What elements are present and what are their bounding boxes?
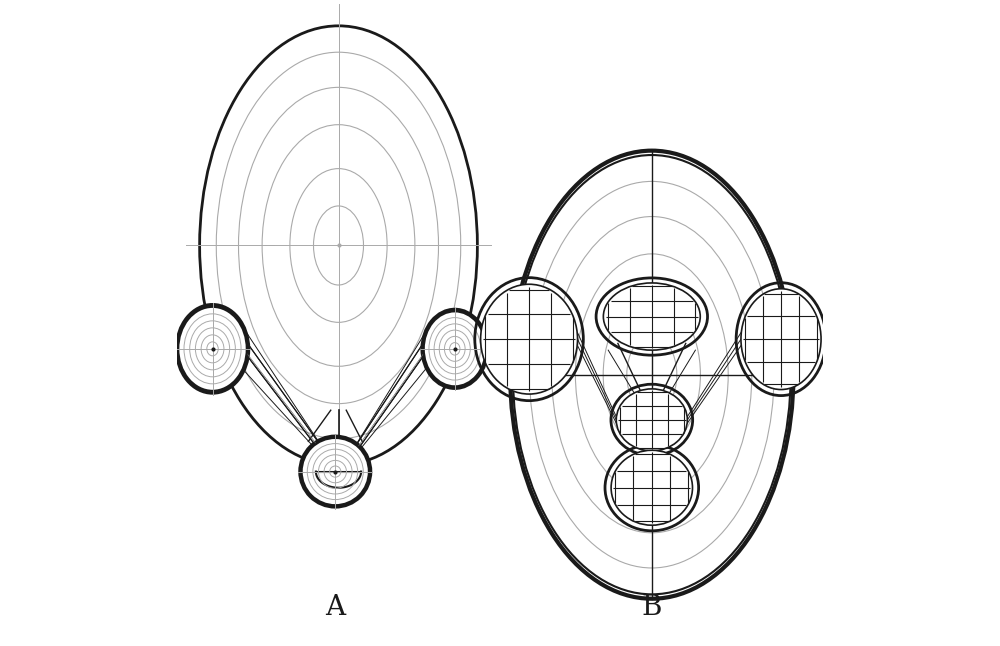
Ellipse shape: [178, 307, 247, 391]
Ellipse shape: [513, 155, 791, 594]
Text: A: A: [325, 594, 345, 621]
Ellipse shape: [741, 289, 821, 390]
Ellipse shape: [611, 450, 693, 525]
Ellipse shape: [481, 284, 578, 394]
Ellipse shape: [424, 311, 486, 386]
Ellipse shape: [616, 389, 687, 451]
Ellipse shape: [603, 283, 700, 350]
Polygon shape: [316, 472, 361, 488]
Text: B: B: [642, 594, 662, 621]
Ellipse shape: [302, 438, 369, 505]
Ellipse shape: [200, 26, 477, 465]
